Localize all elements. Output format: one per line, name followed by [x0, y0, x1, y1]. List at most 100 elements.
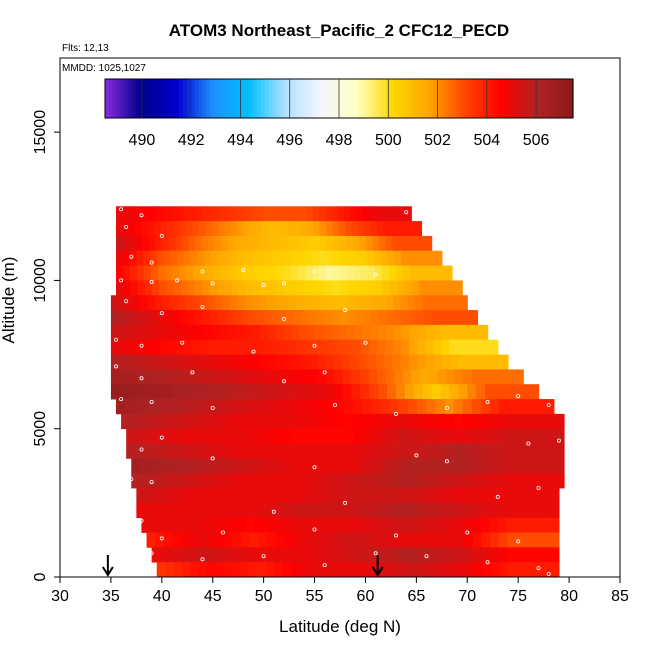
colorbar-segment — [167, 79, 172, 118]
colorbar-segment — [374, 79, 379, 118]
colorbar-segment — [128, 79, 133, 118]
heatmap-cell — [418, 502, 428, 519]
heatmap-cell — [235, 384, 246, 400]
x-tick-label: 45 — [204, 588, 222, 605]
heatmap-cell — [536, 443, 547, 459]
data-point — [159, 311, 164, 316]
heatmap-cell — [491, 458, 502, 474]
heatmap-cell — [338, 221, 346, 237]
heatmap-cell — [276, 354, 286, 370]
x-tick-label: 80 — [560, 588, 578, 605]
heatmap-cell — [110, 295, 119, 311]
heatmap-cell — [200, 295, 209, 311]
heatmap-cell — [312, 206, 320, 222]
heatmap-cell — [151, 265, 159, 281]
heatmap-cell — [394, 250, 402, 266]
heatmap-cell — [403, 265, 411, 281]
heatmap-cell — [161, 399, 172, 415]
heatmap-cell — [313, 221, 321, 237]
heatmap-cell — [125, 295, 134, 311]
heatmap-cell — [134, 399, 144, 415]
heatmap-cell — [299, 369, 310, 385]
heatmap-cell — [306, 206, 314, 222]
heatmap-cell — [328, 339, 338, 355]
heatmap-cell — [135, 339, 144, 355]
heatmap-cell — [135, 443, 146, 459]
colorbar-tick-label: 490 — [129, 132, 156, 149]
heatmap-cell — [171, 206, 179, 222]
heatmap-cell — [338, 324, 347, 341]
heatmap-cell — [374, 458, 385, 474]
heatmap-cell — [242, 488, 252, 504]
heatmap-cell — [262, 384, 272, 400]
heatmap-cell — [306, 517, 316, 533]
heatmap-cell — [372, 547, 382, 563]
heatmap-cell — [267, 324, 277, 341]
heatmap-cell — [147, 221, 155, 237]
data-point — [149, 399, 154, 404]
heatmap-cell — [311, 473, 322, 489]
heatmap-cell — [308, 428, 319, 444]
heatmap-cell — [168, 235, 176, 252]
heatmap-cell — [356, 458, 367, 474]
data-point — [149, 260, 154, 265]
heatmap-cell — [186, 265, 194, 281]
heatmap-cell — [271, 517, 282, 533]
heatmap-cell — [188, 399, 199, 415]
colorbar-segment — [339, 79, 344, 118]
heatmap-cell — [177, 295, 186, 311]
colorbar-segment — [151, 79, 157, 118]
heatmap-cell — [153, 369, 164, 385]
heatmap-cell — [259, 413, 270, 430]
heatmap-cell — [435, 399, 445, 415]
heatmap-cell — [271, 384, 281, 400]
heatmap-cell — [414, 547, 424, 563]
heatmap-cell — [205, 221, 213, 237]
heatmap-cell — [135, 428, 146, 444]
heatmap-cell — [229, 295, 238, 311]
heatmap-cell — [514, 502, 525, 519]
heatmap-cell — [419, 458, 430, 474]
colorbar-segment — [202, 79, 207, 118]
heatmap-cell — [300, 221, 308, 237]
colorbar-segment — [569, 79, 574, 118]
heatmap-cell — [193, 354, 203, 370]
heatmap-cell — [202, 280, 211, 296]
heatmap-cell — [517, 399, 528, 415]
heatmap-cell — [374, 488, 384, 504]
heatmap-cell — [372, 428, 383, 444]
heatmap-cell — [500, 562, 510, 578]
heatmap-cell — [244, 428, 255, 444]
heatmap-cell — [167, 413, 178, 430]
heatmap-cell — [277, 265, 285, 281]
heatmap-cell — [497, 502, 507, 519]
heatmap-cell — [541, 532, 551, 548]
heatmap-cell — [465, 547, 475, 563]
heatmap-cell — [143, 339, 152, 355]
data-point — [536, 566, 541, 571]
heatmap-cell — [473, 458, 484, 474]
heatmap-cell — [444, 502, 454, 519]
heatmap-cell — [466, 562, 476, 578]
heatmap-cell — [146, 384, 157, 400]
heatmap-cell — [290, 562, 300, 578]
colorbar-segment — [483, 79, 488, 118]
heatmap-cell — [373, 250, 382, 266]
colorbar-segment — [327, 79, 332, 118]
colorbar-tick-label: 502 — [424, 132, 451, 149]
heatmap-cell — [438, 265, 446, 281]
heatmap-cell — [439, 310, 448, 326]
heatmap-cell — [383, 473, 394, 489]
heatmap-cell — [179, 310, 188, 326]
heatmap-cell — [259, 354, 269, 370]
heatmap-cell — [277, 413, 288, 430]
heatmap-cell — [396, 221, 403, 237]
heatmap-cell — [159, 280, 168, 296]
heatmap-cell — [163, 532, 173, 548]
heatmap-cell — [435, 502, 446, 519]
heatmap-cell — [208, 428, 218, 444]
data-point — [139, 518, 144, 523]
heatmap-cell — [122, 250, 131, 266]
heatmap-cell — [275, 473, 286, 489]
heatmap-cell — [331, 206, 339, 222]
